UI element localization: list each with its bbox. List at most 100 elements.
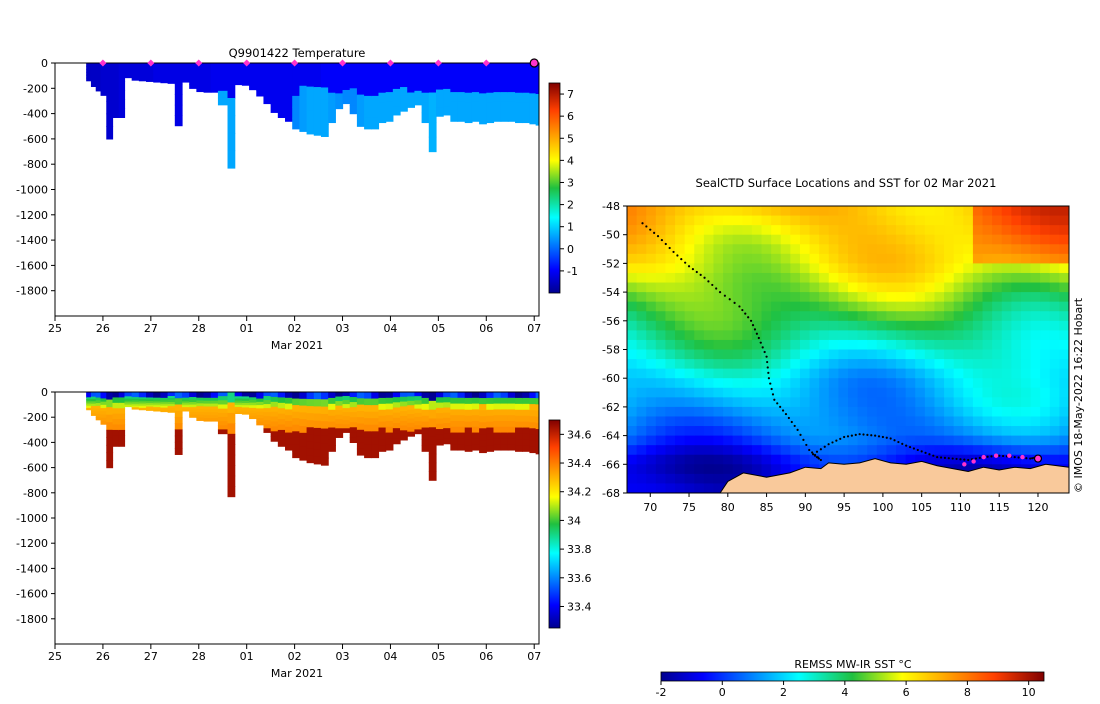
land-polygon [719,458,1069,493]
temperature-cell [112,72,120,82]
salinity-cell [535,416,539,424]
sst-cell [992,263,1003,274]
sst-cell [1049,253,1060,264]
sst-cell [694,272,705,284]
sst-cell [713,406,724,418]
track-point [924,451,927,454]
sst-cell [896,416,907,427]
sst-cell [838,292,849,303]
temperature-cell [342,76,351,84]
y-tick-label: -66 [602,458,620,471]
salinity-cell [263,408,272,413]
sst-map-plot: SealCTD Surface Locations and SST for 02… [602,176,1085,699]
sst-cell [838,378,849,389]
sst-cell [713,359,724,370]
temperature-cell [414,76,423,85]
sst-cell [703,473,715,485]
temperature-cell [356,63,365,75]
temperature-cell [529,83,537,94]
sst-cell [972,263,984,274]
salinity-cell [428,427,437,437]
sst-cell [838,426,849,437]
sst-cell [992,445,1003,456]
salinity-cell [414,392,423,397]
sst-cell [944,292,955,303]
temperature-cell [435,107,444,117]
sst-cell [828,330,839,341]
sst-cell [867,359,878,370]
salinity-cell [464,397,473,405]
salinity-cell [493,409,502,416]
sst-cell [665,387,676,398]
salinity-cell [457,409,466,416]
sst-cell [703,349,715,360]
sst-cell [953,454,964,465]
sst-cell [934,454,945,465]
salinity-cell [241,396,250,400]
temperature-cell [124,75,133,79]
sst-cell [694,416,705,427]
sst-cell [751,378,763,389]
track-point [790,420,793,424]
sst-cell [751,263,763,274]
salinity-cell [90,398,97,402]
sst-cell [1049,282,1060,293]
sst-cell [896,339,907,351]
salinity-cell [86,400,92,404]
salinity-cell [285,409,293,416]
sst-cell [982,359,993,370]
sst-cell [972,435,984,446]
salinity-cell [306,406,315,414]
temperature-cell [160,69,169,74]
temperature-cell [189,79,197,85]
track-point [889,437,892,440]
temperature-cell [378,82,387,94]
temperature-cell [112,63,120,73]
sst-cell [915,426,926,437]
sst-cell [713,215,724,226]
sst-cell [915,234,926,245]
sst-cell [790,368,801,379]
sst-cell [915,416,926,427]
sst-cell [809,416,820,427]
sst-cell [646,378,657,389]
salinity-cell [160,392,169,395]
track-point [974,457,978,460]
salinity-cell [241,405,250,409]
sst-cell [703,292,715,303]
salinity-cell [292,437,300,446]
salinity-cell [306,399,315,407]
temperature-cell [189,63,197,68]
sst-cell [867,301,878,312]
sst-cell [761,253,772,264]
salinity-cell [486,421,495,429]
salinity-cell [299,439,308,448]
sst-cell [953,435,964,446]
sst-cell [627,292,638,303]
salinity-cell [320,392,329,400]
track-point [715,287,718,290]
sst-cell [992,292,1003,303]
sst-cell [646,464,657,475]
sst-cell [857,368,868,379]
temperature-cell [515,63,523,74]
temperature-cell [335,85,344,94]
sst-cell [972,339,984,351]
salinity-cell [414,404,423,410]
sst-cell [876,320,888,331]
temperature-cell [522,92,531,104]
salinity-cell [95,411,102,415]
sst-cell [675,311,686,322]
salinity-cell [203,392,212,396]
track-point [901,442,904,445]
salinity-cell [507,420,516,428]
sst-cell [896,330,907,341]
sst-cell [915,368,926,379]
sst-cell [992,387,1003,398]
temperature-cell [299,63,308,75]
salinity-cell [131,392,140,395]
salinity-cell [364,424,372,432]
sst-cell [886,454,897,465]
sst-cell [703,454,715,465]
colorbar-tick-label: -2 [656,686,667,699]
